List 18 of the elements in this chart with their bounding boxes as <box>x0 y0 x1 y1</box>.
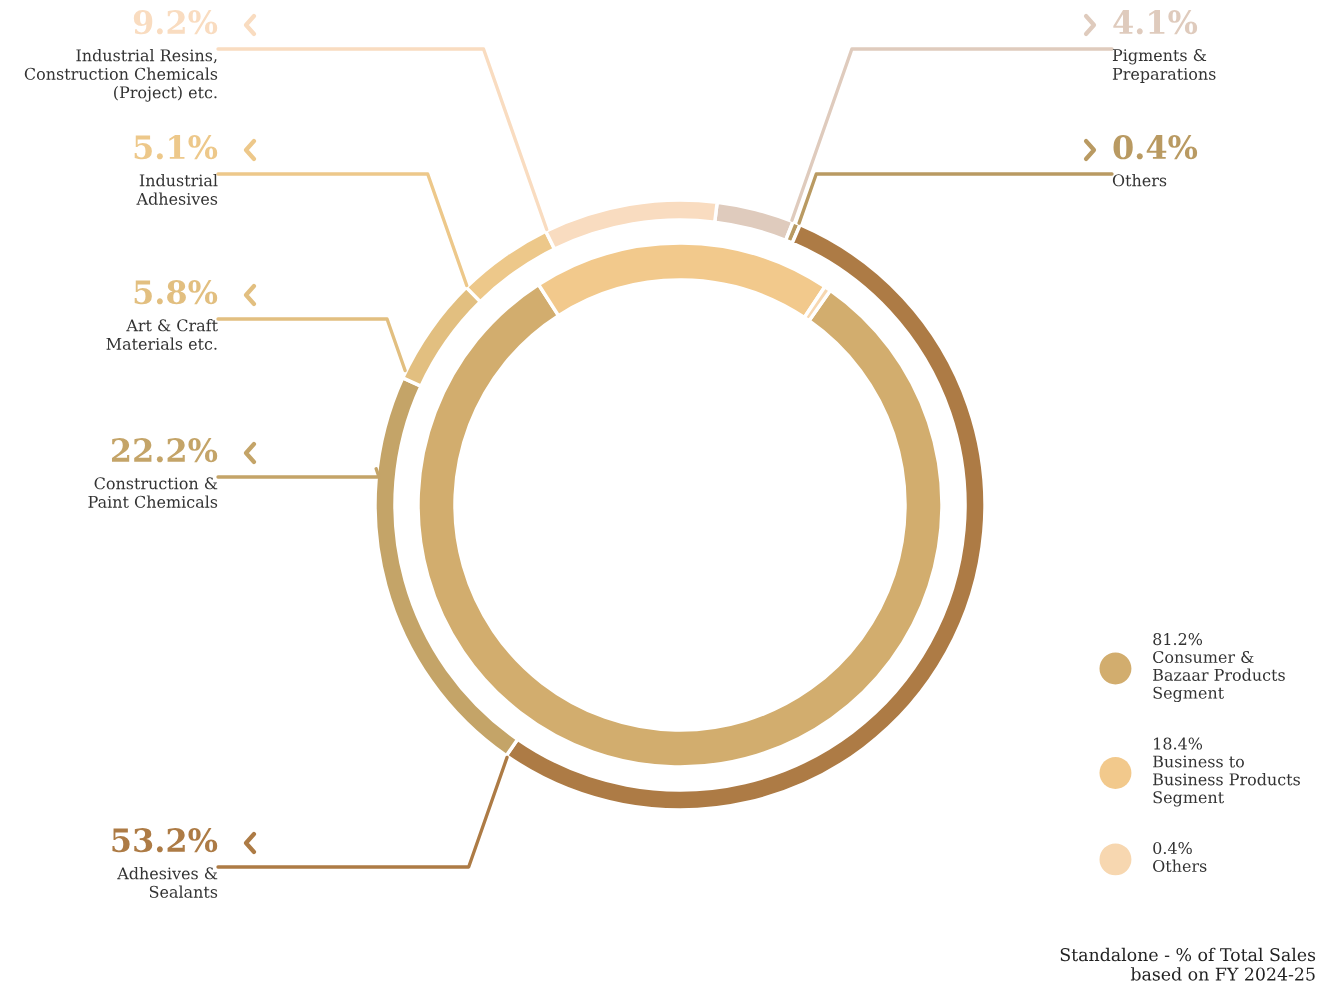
slice-label: Pigments & Preparations <box>1112 49 1216 83</box>
data-label: 53.2% <box>112 828 218 853</box>
data-label: 5.8% <box>134 280 218 305</box>
slice-label: Industrial Resins, Construction Chemicals (Project) etc. <box>24 49 218 102</box>
slice-label: Adhesives & Sealants <box>117 867 218 898</box>
slice-label: Industrial Adhesives <box>136 174 218 205</box>
slice-label: Construction & Paint Chemicals <box>88 477 218 508</box>
legend-label: 81.2% Consumer & Bazaar Products Segment <box>1153 633 1285 703</box>
slice-label: Others <box>1112 174 1167 187</box>
data-label: 4.1% <box>1113 10 1198 35</box>
slice-label: Art & Craft Materials etc. <box>106 319 218 350</box>
data-label: 22.2% <box>111 438 218 463</box>
data-label: 5.1% <box>134 135 218 160</box>
data-label: 0.4% <box>1113 135 1198 160</box>
legend-label: 0.4% Others <box>1153 842 1207 872</box>
data-label: 9.2% <box>133 10 218 35</box>
legend-label: 18.4% Business to Business Products Segment <box>1153 737 1300 807</box>
text: Standalone - % of Total Sales based on FY 2024-25 <box>1060 947 1316 981</box>
